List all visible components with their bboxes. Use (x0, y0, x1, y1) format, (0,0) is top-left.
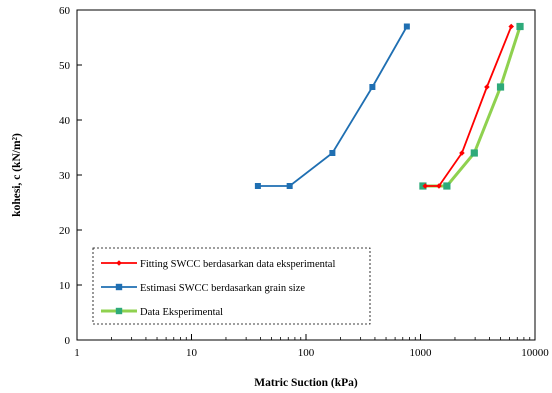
data-point (254, 183, 261, 189)
legend-label: Fitting SWCC berdasarkan data eksperimen… (140, 259, 335, 270)
x-tick-label: 1000 (410, 347, 433, 359)
y-tick-label: 0 (65, 335, 71, 347)
legend-item: Estimasi SWCC berdasarkan grain size (101, 283, 305, 294)
legend-swatch-marker (115, 283, 123, 291)
legend-item: Data Eksperimental (101, 307, 223, 318)
y-tick-label: 30 (59, 170, 71, 182)
data-point (369, 84, 376, 90)
x-tick-label: 10000 (521, 347, 549, 359)
series-1 (422, 23, 515, 189)
legend-swatch-marker (115, 307, 123, 315)
legend: Fitting SWCC berdasarkan data eksperimen… (92, 247, 371, 325)
data-point (443, 182, 451, 190)
data-point (470, 149, 478, 157)
y-tick-label: 10 (59, 280, 71, 292)
y-tick-label: 20 (59, 225, 71, 237)
data-point (436, 183, 442, 189)
legend-box (92, 247, 371, 325)
data-point (329, 150, 336, 156)
x-axis-ticks: 1 10 100 1000 10000 (74, 334, 549, 359)
series-layer (254, 22, 524, 190)
x-tick-label: 10 (186, 347, 198, 359)
data-point (403, 23, 410, 30)
x-tick-label: 100 (298, 347, 315, 359)
y-tick-label: 40 (59, 115, 71, 127)
data-point (422, 183, 429, 189)
legend-label: Estimasi SWCC berdasarkan grain size (140, 283, 305, 294)
legend-swatch-marker (116, 260, 122, 266)
legend-item: Fitting SWCC berdasarkan data eksperimen… (101, 259, 335, 270)
y-tick-label: 60 (59, 5, 71, 17)
y-axis-ticks: 0 10 20 30 40 50 60 (59, 5, 82, 347)
data-point (508, 23, 515, 30)
series-2 (254, 23, 410, 189)
x-tick-label: 1 (74, 347, 80, 359)
legend-label: Data Eksperimental (140, 307, 223, 318)
y-axis-title: kohesi, c (kN/m²) (11, 133, 23, 217)
x-axis-title: Matric Suction (kPa) (254, 377, 358, 389)
data-point (484, 84, 490, 90)
data-point (496, 83, 505, 91)
data-point (459, 150, 465, 156)
y-tick-label: 50 (59, 60, 71, 72)
data-point (286, 183, 293, 189)
data-point (516, 22, 524, 31)
